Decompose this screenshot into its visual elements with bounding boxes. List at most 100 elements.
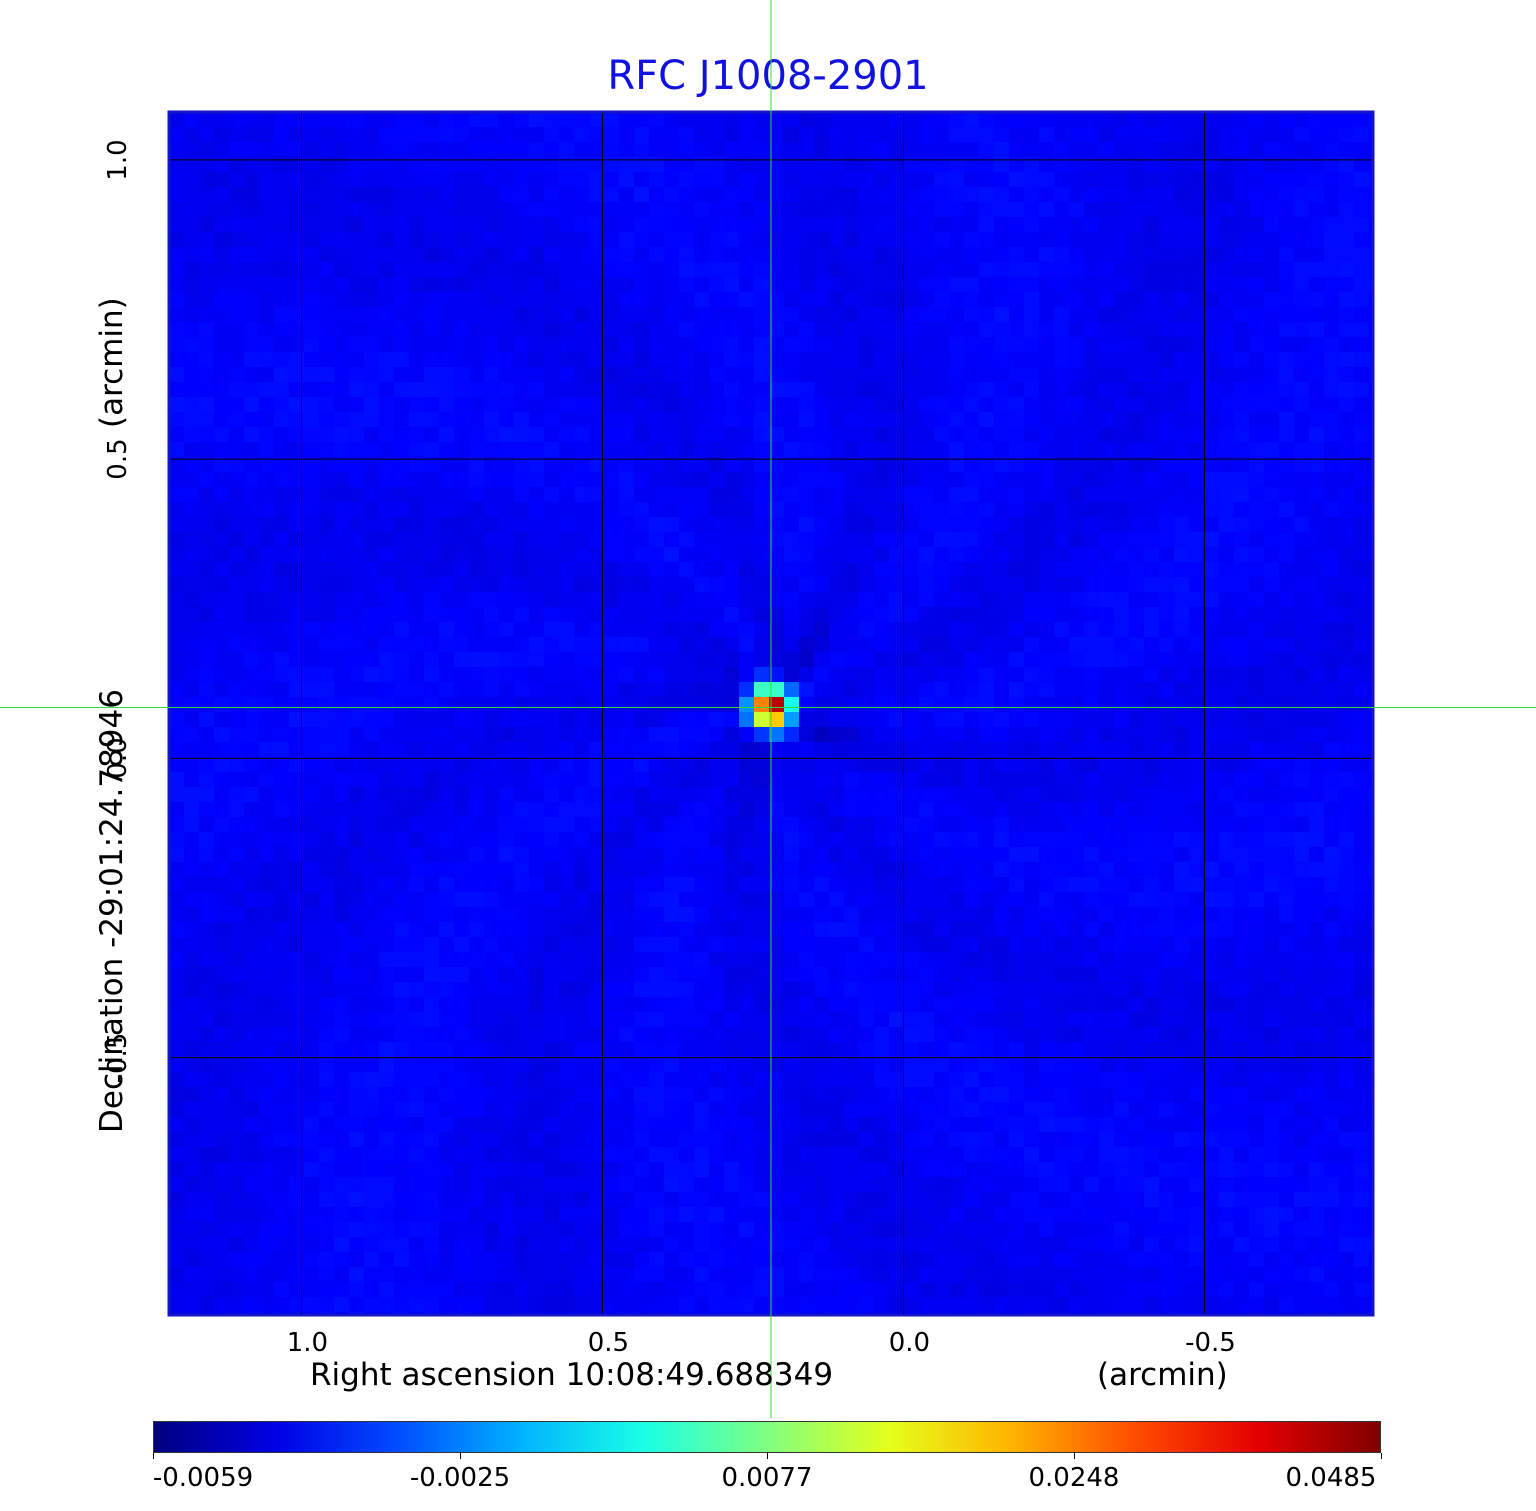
heatmap-cell [1039, 217, 1054, 232]
heatmap-cell [439, 472, 454, 487]
heatmap-cell [904, 697, 919, 712]
heatmap-cell [754, 592, 769, 607]
heatmap-cell [784, 817, 799, 832]
heatmap-cell [454, 802, 469, 817]
heatmap-cell [1024, 1012, 1039, 1027]
heatmap-cell [1249, 292, 1264, 307]
heatmap-cell [184, 802, 199, 817]
heatmap-cell [499, 712, 514, 727]
heatmap-cell [409, 247, 424, 262]
heatmap-cell [634, 532, 649, 547]
heatmap-cell [349, 457, 364, 472]
heatmap-cell [979, 232, 994, 247]
heatmap-cell [904, 637, 919, 652]
heatmap-cell [964, 487, 979, 502]
heatmap-cell [274, 892, 289, 907]
heatmap-cell [529, 307, 544, 322]
heatmap-cell [1339, 487, 1354, 502]
heatmap-cell [1264, 172, 1279, 187]
heatmap-cell [394, 982, 409, 997]
heatmap-cell [439, 712, 454, 727]
heatmap-cell [784, 322, 799, 337]
heatmap-cell [1189, 787, 1204, 802]
heatmap-cell [754, 907, 769, 922]
heatmap-cell [1084, 547, 1099, 562]
heatmap-cell [424, 502, 439, 517]
heatmap-cell [904, 382, 919, 397]
heatmap-cell [964, 757, 979, 772]
heatmap-cell [1009, 397, 1024, 412]
heatmap-cell [889, 202, 904, 217]
heatmap-cell [349, 262, 364, 277]
heatmap-cell [304, 937, 319, 952]
heatmap-cell [859, 277, 874, 292]
heatmap-cell [784, 397, 799, 412]
heatmap-cell [229, 757, 244, 772]
heatmap-cell [289, 622, 304, 637]
heatmap-cell [664, 202, 679, 217]
heatmap-cell [1144, 322, 1159, 337]
heatmap-cell [739, 397, 754, 412]
heatmap-cell [859, 1012, 874, 1027]
heatmap-cell [1309, 217, 1324, 232]
heatmap-cell [679, 517, 694, 532]
heatmap-cell [934, 637, 949, 652]
heatmap-cell [289, 142, 304, 157]
heatmap-cell [964, 667, 979, 682]
heatmap-cell [754, 667, 769, 682]
heatmap-cell [529, 682, 544, 697]
heatmap-cell [244, 892, 259, 907]
heatmap-cell [949, 1027, 964, 1042]
heatmap-cell [724, 847, 739, 862]
heatmap-cell [1369, 382, 1373, 397]
heatmap-cell [484, 787, 499, 802]
heatmap-cell [994, 247, 1009, 262]
heatmap-cell [169, 862, 184, 877]
heatmap-cell [529, 937, 544, 952]
heatmap-cell [754, 1027, 769, 1042]
heatmap-cell [904, 622, 919, 637]
heatmap-cell [1339, 142, 1354, 157]
heatmap-cell [1039, 112, 1054, 127]
heatmap-cell [364, 952, 379, 967]
heatmap-cell [844, 127, 859, 142]
heatmap-cell [1264, 652, 1279, 667]
heatmap-cell [1159, 637, 1174, 652]
heatmap-cell [604, 682, 619, 697]
heatmap-cell [304, 277, 319, 292]
heatmap-cell [454, 667, 469, 682]
heatmap-cell [274, 577, 289, 592]
heatmap-cell [244, 637, 259, 652]
heatmap-cell [229, 112, 244, 127]
heatmap-cell [619, 562, 634, 577]
heatmap-cell [1054, 367, 1069, 382]
heatmap-cell [289, 292, 304, 307]
heatmap-cell [814, 172, 829, 187]
heatmap-cell [784, 832, 799, 847]
heatmap-cell [469, 517, 484, 532]
heatmap-cell [1069, 682, 1084, 697]
heatmap-cell [214, 367, 229, 382]
heatmap-cell [904, 292, 919, 307]
heatmap-cell [1099, 697, 1114, 712]
heatmap-cell [349, 172, 364, 187]
heatmap-cell [229, 577, 244, 592]
heatmap-cell [709, 472, 724, 487]
heatmap-cell [919, 232, 934, 247]
heatmap-cell [829, 1012, 844, 1027]
heatmap-cell [664, 142, 679, 157]
heatmap-cell [829, 622, 844, 637]
heatmap-cell [229, 712, 244, 727]
heatmap-cell [1369, 322, 1373, 337]
heatmap-cell [1069, 142, 1084, 157]
heatmap-cell [484, 802, 499, 817]
heatmap-cell [1264, 232, 1279, 247]
heatmap-cell [469, 532, 484, 547]
heatmap-cell [709, 277, 724, 292]
heatmap-cell [919, 187, 934, 202]
heatmap-cell [844, 877, 859, 892]
heatmap-cell [874, 397, 889, 412]
heatmap-cell [664, 457, 679, 472]
heatmap-cell [304, 367, 319, 382]
heatmap-cell [994, 352, 1009, 367]
